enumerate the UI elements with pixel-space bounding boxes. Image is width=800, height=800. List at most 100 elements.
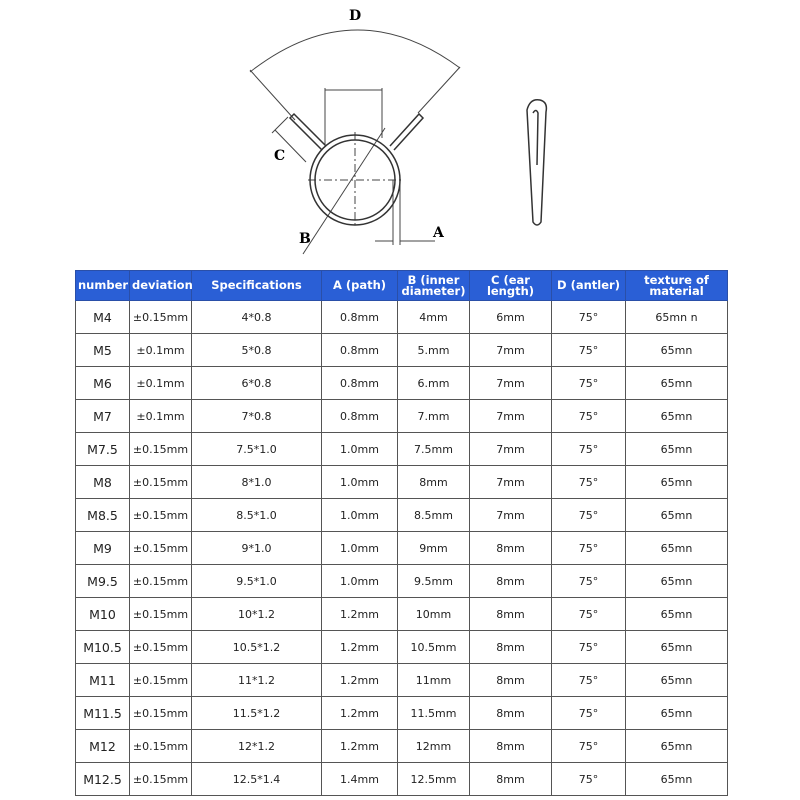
table-cell: 1.2mm [321, 696, 398, 730]
table-cell: ±0.15mm [129, 729, 192, 763]
table-cell: 75° [551, 498, 626, 532]
table-row: M5 ±0.1mm 5*0.8 0.8mm 5.mm 7mm 75° 65mn [75, 333, 728, 367]
table-cell: M4 [75, 300, 130, 334]
table-row: M7.5 ±0.15mm 7.5*1.0 1.0mm 7.5mm 7mm 75° 65mn [75, 432, 728, 466]
table-cell: 1.0mm [321, 498, 398, 532]
table-cell: 75° [551, 696, 626, 730]
table-cell: 8mm [469, 696, 552, 730]
table-row: M8.5 ±0.15mm 8.5*1.0 1.0mm 8.5mm 7mm 75° 65mn [75, 498, 728, 532]
table-row: M7 ±0.1mm 7*0.8 0.8mm 7.mm 7mm 75° 65mn [75, 399, 728, 433]
table-cell: ±0.15mm [129, 564, 192, 598]
table-cell: 8mm [469, 630, 552, 664]
table-cell: ±0.15mm [129, 498, 192, 532]
table-cell: 0.8mm [321, 366, 398, 400]
table-cell: 10.5*1.2 [191, 630, 322, 664]
table-cell: 11*1.2 [191, 663, 322, 697]
table-cell: ±0.15mm [129, 432, 192, 466]
table-cell: M7 [75, 399, 130, 433]
table-cell: 7*0.8 [191, 399, 322, 433]
table-cell: 8.5mm [397, 498, 470, 532]
table-cell: ±0.15mm [129, 696, 192, 730]
table-cell: 75° [551, 531, 626, 565]
column-header: D (antler) [551, 270, 626, 301]
table-row: M6 ±0.1mm 6*0.8 0.8mm 6.mm 7mm 75° 65mn [75, 366, 728, 400]
table-cell: 7mm [469, 498, 552, 532]
clip-front-view [288, 112, 425, 226]
table-cell: 75° [551, 300, 626, 334]
table-cell: 75° [551, 630, 626, 664]
table-cell: 75° [551, 564, 626, 598]
table-cell: 75° [551, 399, 626, 433]
table-cell: 1.2mm [321, 729, 398, 763]
table-cell: 7mm [469, 432, 552, 466]
table-row: M12 ±0.15mm 12*1.2 1.2mm 12mm 8mm 75° 65mn [75, 729, 728, 763]
table-cell: 1.2mm [321, 597, 398, 631]
diameter-line-b [302, 127, 386, 255]
table-cell: 75° [551, 366, 626, 400]
table-cell: 11.5*1.2 [191, 696, 322, 730]
table-cell: ±0.15mm [129, 663, 192, 697]
table-cell: 65mn [625, 465, 728, 499]
table-cell: 7mm [469, 333, 552, 367]
table-cell: 0.8mm [321, 300, 398, 334]
table-cell: M9 [75, 531, 130, 565]
table-cell: 8*1.0 [191, 465, 322, 499]
table-cell: M8.5 [75, 498, 130, 532]
table-cell: 75° [551, 762, 626, 796]
table-cell: 8mm [469, 564, 552, 598]
table-cell: M7.5 [75, 432, 130, 466]
table-cell: 65mn [625, 531, 728, 565]
table-cell: ±0.1mm [129, 333, 192, 367]
table-row: M12.5 ±0.15mm 12.5*1.4 1.4mm 12.5mm 8mm 75° 65m… [75, 762, 728, 796]
table-cell: ±0.15mm [129, 465, 192, 499]
table-cell: 7.5*1.0 [191, 432, 322, 466]
table-cell: 65mn [625, 432, 728, 466]
table-cell: M5 [75, 333, 130, 367]
table-cell: 65mn [625, 630, 728, 664]
table-cell: M12 [75, 729, 130, 763]
column-header: B (inner diameter) [397, 270, 470, 301]
table-cell: 75° [551, 432, 626, 466]
table-cell: 75° [551, 465, 626, 499]
table-row: M8 ±0.15mm 8*1.0 1.0mm 8mm 7mm 75° 65mn [75, 465, 728, 499]
table-cell: ±0.1mm [129, 366, 192, 400]
table-cell: 65mn [625, 333, 728, 367]
table-cell: 8mm [469, 597, 552, 631]
table-cell: 12*1.2 [191, 729, 322, 763]
table-cell: ±0.15mm [129, 630, 192, 664]
table-cell: ±0.15mm [129, 762, 192, 796]
table-cell: 65mn [625, 564, 728, 598]
table-cell: 65mn [625, 498, 728, 532]
table-cell: 75° [551, 729, 626, 763]
table-cell: 10*1.2 [191, 597, 322, 631]
table-cell: 65mn [625, 597, 728, 631]
column-header: number [75, 270, 130, 301]
table-cell: ±0.15mm [129, 531, 192, 565]
table-cell: 11.5mm [397, 696, 470, 730]
table-cell: 6*0.8 [191, 366, 322, 400]
table-cell: 8mm [469, 762, 552, 796]
label-a: A [432, 225, 445, 241]
table-cell: 12.5*1.4 [191, 762, 322, 796]
table-cell: 65mn [625, 366, 728, 400]
table-row: M11.5 ±0.15mm 11.5*1.2 1.2mm 11.5mm 8mm 75° 65m… [75, 696, 728, 730]
table-cell: 8mm [469, 663, 552, 697]
clip-side-view [526, 98, 548, 226]
table-cell: 75° [551, 333, 626, 367]
table-cell: 4mm [397, 300, 470, 334]
table-cell: 8mm [469, 531, 552, 565]
label-c: C [274, 148, 285, 164]
table-cell: 6.mm [397, 366, 470, 400]
column-header: deviation [129, 270, 193, 301]
table-cell: M10 [75, 597, 130, 631]
table-row: M10 ±0.15mm 10*1.2 1.2mm 10mm 8mm 75° 65mn [75, 597, 728, 631]
table-cell: 9.5*1.0 [191, 564, 322, 598]
table-cell: 7.mm [397, 399, 470, 433]
table-cell: 1.0mm [321, 531, 398, 565]
table-cell: 65mn [625, 663, 728, 697]
table-row: M11 ±0.15mm 11*1.2 1.2mm 11mm 8mm 75° 65mn [75, 663, 728, 697]
table-cell: 9.5mm [397, 564, 470, 598]
table-cell: M12.5 [75, 762, 130, 796]
table-cell: 1.0mm [321, 432, 398, 466]
table-cell: ±0.1mm [129, 399, 192, 433]
